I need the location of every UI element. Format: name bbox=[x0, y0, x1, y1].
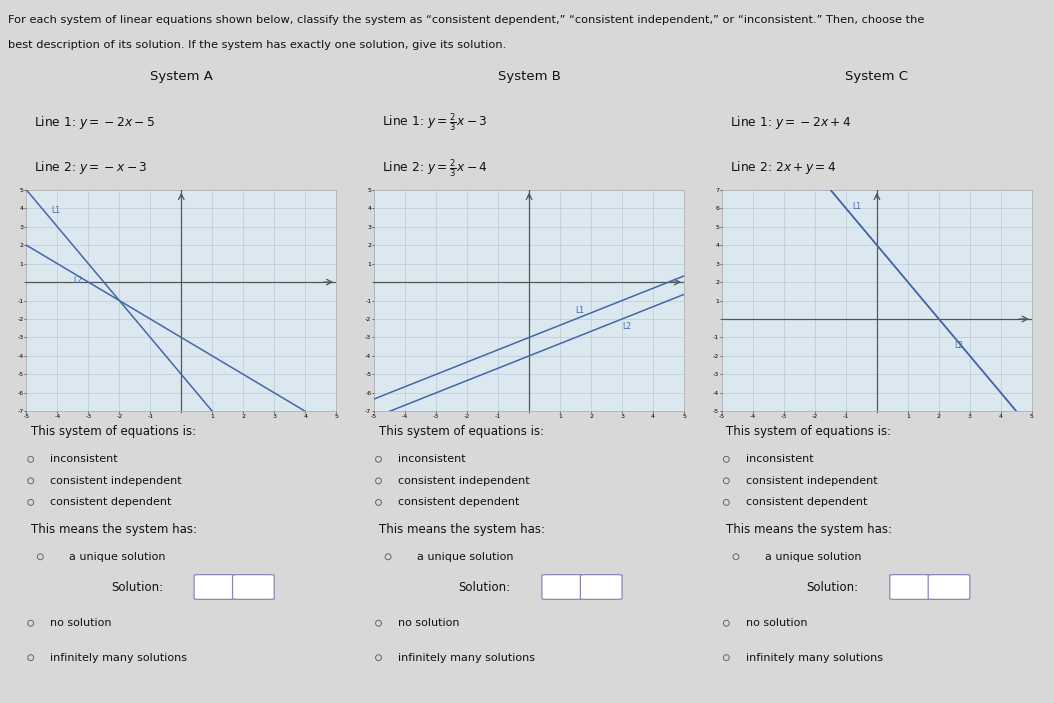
Text: no solution: no solution bbox=[745, 618, 807, 628]
FancyBboxPatch shape bbox=[194, 574, 236, 600]
Point bbox=[370, 497, 387, 508]
Text: Line 1: $y = -2x - 5$: Line 1: $y = -2x - 5$ bbox=[34, 114, 155, 131]
Point bbox=[370, 453, 387, 465]
Text: L2: L2 bbox=[955, 340, 963, 349]
Point bbox=[370, 475, 387, 486]
Text: Line 2: $2x + y = 4$: Line 2: $2x + y = 4$ bbox=[729, 160, 836, 176]
Text: System A: System A bbox=[150, 70, 213, 83]
Point bbox=[379, 551, 396, 562]
Point bbox=[718, 453, 735, 465]
Text: Line 1: $y = \frac{2}{3}x - 3$: Line 1: $y = \frac{2}{3}x - 3$ bbox=[382, 111, 487, 133]
FancyBboxPatch shape bbox=[233, 574, 274, 600]
Text: Solution:: Solution: bbox=[111, 581, 163, 593]
Text: consistent independent: consistent independent bbox=[745, 476, 877, 486]
Text: System C: System C bbox=[845, 70, 909, 83]
Text: L1: L1 bbox=[52, 206, 60, 215]
Text: L1: L1 bbox=[852, 202, 861, 211]
Text: Line 1: $y = -2x + 4$: Line 1: $y = -2x + 4$ bbox=[729, 114, 852, 131]
Text: infinitely many solutions: infinitely many solutions bbox=[745, 652, 882, 663]
Point bbox=[718, 617, 735, 628]
Point bbox=[370, 652, 387, 664]
Text: a unique solution: a unique solution bbox=[765, 552, 861, 562]
Text: For each system of linear equations shown below, classify the system as “consist: For each system of linear equations show… bbox=[8, 15, 924, 25]
FancyBboxPatch shape bbox=[542, 574, 584, 600]
Text: System B: System B bbox=[497, 70, 561, 83]
Text: no solution: no solution bbox=[50, 618, 112, 628]
Text: L2: L2 bbox=[622, 322, 631, 331]
Text: consistent independent: consistent independent bbox=[397, 476, 529, 486]
Text: This system of equations is:: This system of equations is: bbox=[378, 425, 544, 438]
Text: infinitely many solutions: infinitely many solutions bbox=[50, 652, 187, 663]
Text: Line 2: $y = \frac{2}{3}x - 4$: Line 2: $y = \frac{2}{3}x - 4$ bbox=[382, 157, 488, 179]
Text: a unique solution: a unique solution bbox=[417, 552, 513, 562]
Point bbox=[22, 617, 39, 628]
Text: no solution: no solution bbox=[397, 618, 460, 628]
Point bbox=[718, 497, 735, 508]
Point bbox=[22, 475, 39, 486]
Point bbox=[370, 617, 387, 628]
Text: inconsistent: inconsistent bbox=[745, 454, 814, 464]
Text: consistent dependent: consistent dependent bbox=[745, 498, 867, 508]
FancyBboxPatch shape bbox=[929, 574, 970, 600]
Text: This system of equations is:: This system of equations is: bbox=[31, 425, 196, 438]
Point bbox=[32, 551, 48, 562]
Text: a unique solution: a unique solution bbox=[70, 552, 165, 562]
FancyBboxPatch shape bbox=[890, 574, 932, 600]
Text: infinitely many solutions: infinitely many solutions bbox=[397, 652, 534, 663]
Point bbox=[718, 475, 735, 486]
Point bbox=[22, 652, 39, 664]
Text: L2: L2 bbox=[73, 276, 82, 285]
Point bbox=[727, 551, 744, 562]
Text: This means the system has:: This means the system has: bbox=[378, 523, 545, 536]
Text: best description of its solution. If the system has exactly one solution, give i: best description of its solution. If the… bbox=[8, 39, 507, 50]
Text: consistent dependent: consistent dependent bbox=[50, 498, 172, 508]
Text: This means the system has:: This means the system has: bbox=[726, 523, 893, 536]
Text: This means the system has:: This means the system has: bbox=[31, 523, 197, 536]
Text: L1: L1 bbox=[575, 306, 585, 314]
Text: Solution:: Solution: bbox=[458, 581, 511, 593]
Text: Solution:: Solution: bbox=[806, 581, 859, 593]
Text: consistent independent: consistent independent bbox=[50, 476, 181, 486]
Point bbox=[22, 497, 39, 508]
Text: This system of equations is:: This system of equations is: bbox=[726, 425, 892, 438]
FancyBboxPatch shape bbox=[581, 574, 622, 600]
Text: inconsistent: inconsistent bbox=[50, 454, 118, 464]
Text: Line 2: $y = -x - 3$: Line 2: $y = -x - 3$ bbox=[34, 160, 148, 176]
Text: consistent dependent: consistent dependent bbox=[397, 498, 520, 508]
Point bbox=[22, 453, 39, 465]
Text: inconsistent: inconsistent bbox=[397, 454, 466, 464]
Point bbox=[718, 652, 735, 664]
